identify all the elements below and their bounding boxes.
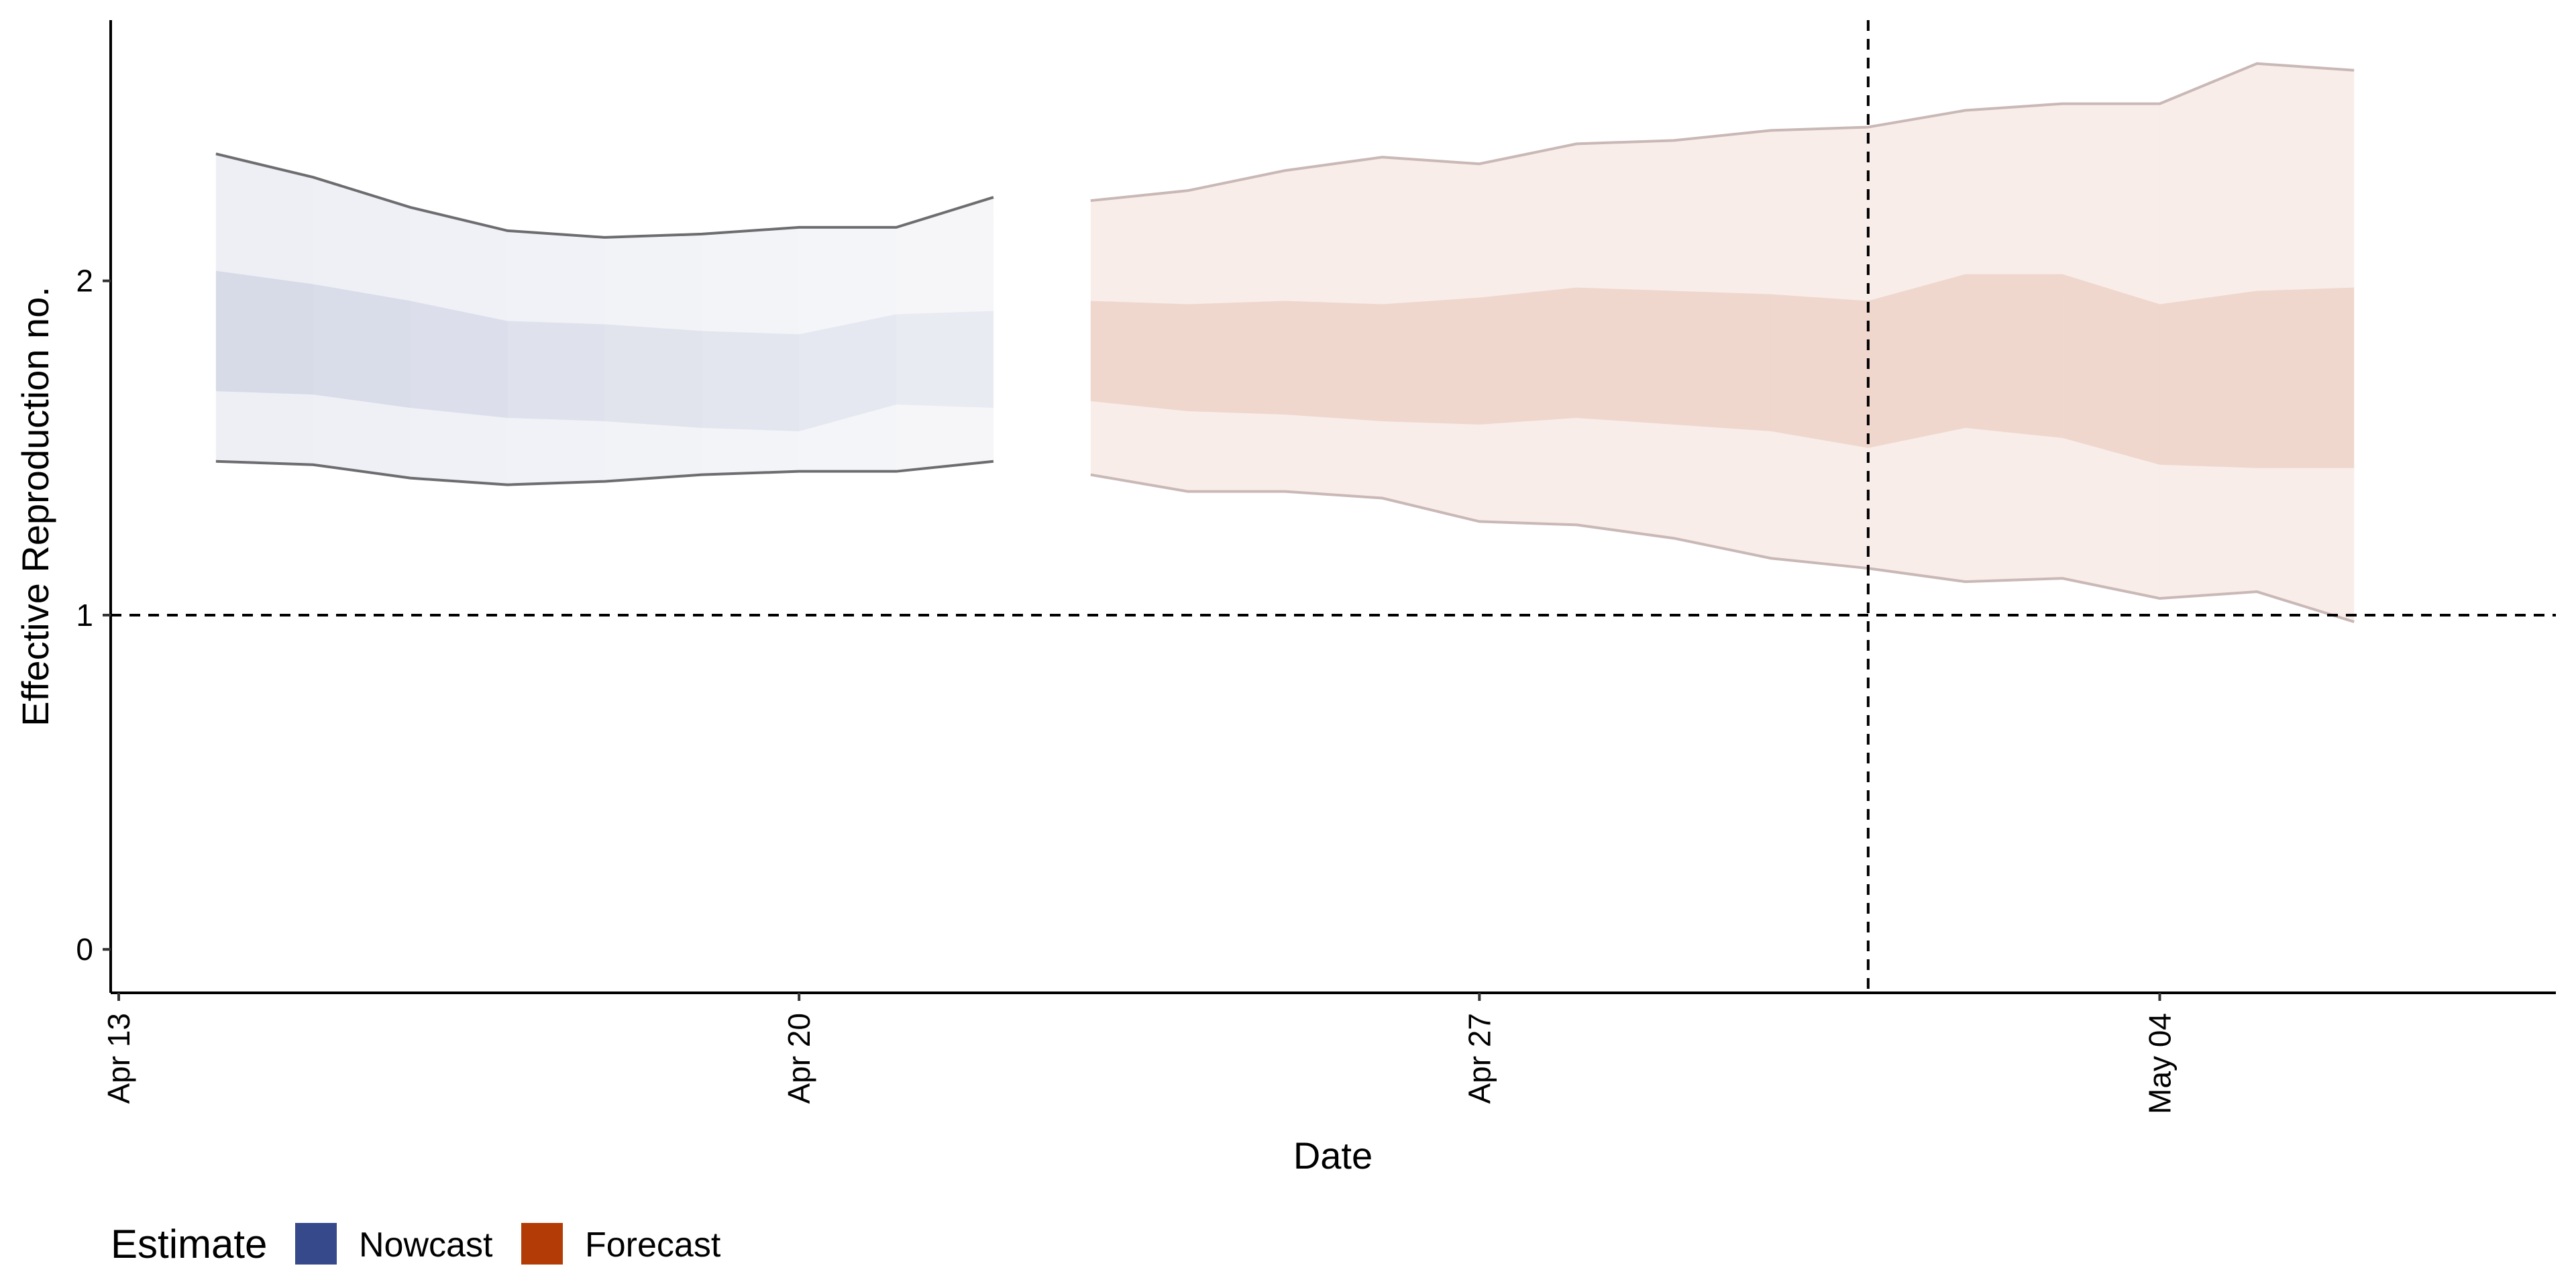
legend-label-forecast: Forecast <box>585 1226 721 1265</box>
nowcast-upper-line <box>215 152 994 239</box>
forecast-ci90-segment <box>1479 144 1577 525</box>
forecast-ci50-segment <box>1090 301 1188 411</box>
forecast-ci90-segment <box>1674 130 1771 559</box>
forecast-ci50-segment <box>1285 301 1383 421</box>
forecast-ci90-segment <box>1187 170 1285 492</box>
forecast-ci90-segment <box>1090 191 1188 492</box>
forecast-ci50-segment <box>1187 301 1285 415</box>
forecast-ci90-segment <box>1285 157 1383 498</box>
x-ticks: Apr 13 Apr 20 Apr 27 May 04 <box>101 993 2177 1114</box>
nowcast-ci90-segment <box>313 177 411 478</box>
nowcast-ci90-segment <box>604 233 702 482</box>
forecast-ci50-segment <box>2257 287 2355 468</box>
forecast-lower-line <box>1090 473 2355 623</box>
nowcast-ci90-segment <box>896 197 994 472</box>
forecast-ci90-segment <box>2257 63 2355 622</box>
nowcast-ci50-segment <box>896 311 994 409</box>
y-tick-label: 2 <box>76 264 93 299</box>
forecast-ci50-segment <box>1382 297 1480 425</box>
forecast-ci50-segment <box>1674 290 1771 431</box>
nowcast-ci50-segment <box>313 284 411 409</box>
reference-lines <box>111 20 2556 993</box>
forecast-ci50-segment <box>2062 274 2160 465</box>
nowcast-ci90-segment <box>702 227 800 475</box>
nowcast-ci50-segment <box>604 324 702 428</box>
nowcast-ci90-segment <box>799 227 897 472</box>
nowcast-ci90-segment <box>410 207 508 485</box>
legend: Estimate Nowcast Forecast <box>111 1222 721 1267</box>
nowcast-lower-line <box>215 460 994 486</box>
x-tick-label: Apr 27 <box>1462 1013 1497 1104</box>
legend-key-nowcast <box>295 1223 337 1265</box>
nowcast-ci90-segment <box>215 154 313 465</box>
forecast-upper-line <box>1090 62 2355 203</box>
nowcast-ci50-segment <box>702 331 800 431</box>
forecast-ci90-segment <box>1576 140 1674 539</box>
y-ticks: 0 1 2 <box>76 264 111 967</box>
y-tick-label: 0 <box>76 932 93 967</box>
forecast-ci50-segment <box>1965 274 2063 438</box>
forecast-ci90-segment <box>2062 103 2160 599</box>
nowcast-ci50-segment <box>799 314 897 431</box>
forecast-ci50-segment <box>1770 294 1868 448</box>
forecast-ci90-segment <box>1770 127 1868 569</box>
legend-key-forecast <box>521 1223 563 1265</box>
x-axis-title: Date <box>1293 1134 1373 1177</box>
nowcast-ci90-segment <box>507 230 605 485</box>
legend-title: Estimate <box>111 1222 267 1267</box>
x-tick-label: Apr 13 <box>101 1013 136 1104</box>
forecast-ci50-segment <box>1576 287 1674 425</box>
forecast-ci50-segment <box>1479 287 1577 425</box>
ribbon-layer <box>215 62 2355 623</box>
x-tick-label: Apr 20 <box>782 1013 816 1104</box>
legend-label-nowcast: Nowcast <box>359 1226 493 1265</box>
nowcast-ci50-segment <box>215 270 313 395</box>
forecast-ci90-segment <box>2159 63 2257 599</box>
y-axis-title: Effective Reproduction no. <box>14 286 56 727</box>
forecast-ci90-segment <box>1965 103 2063 582</box>
forecast-ci50-segment <box>2159 290 2257 468</box>
forecast-ci90-segment <box>1868 110 1966 582</box>
forecast-ci50-segment <box>1868 274 1966 448</box>
y-tick-label: 1 <box>76 598 93 633</box>
nowcast-ci50-segment <box>410 301 508 418</box>
x-tick-label: May 04 <box>2142 1013 2177 1114</box>
forecast-ci90-segment <box>1382 157 1480 522</box>
axes <box>109 20 2556 994</box>
nowcast-ci50-segment <box>507 321 605 421</box>
